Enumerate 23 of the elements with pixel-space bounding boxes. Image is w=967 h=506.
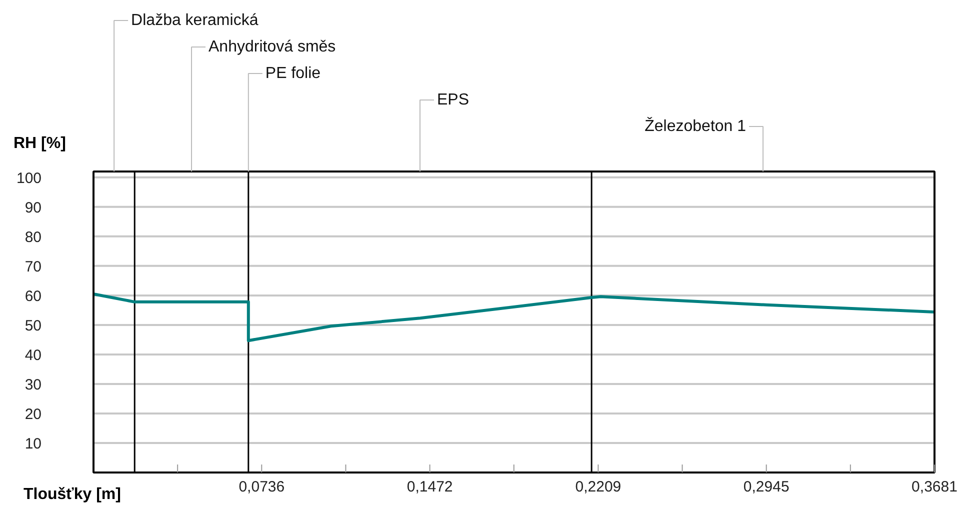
y-axis-title: RH [%] <box>14 135 66 152</box>
x-tick-label: 0,2945 <box>743 478 790 496</box>
x-tick-label: 0,0736 <box>238 478 285 496</box>
text: Anhydritová směs <box>208 38 336 56</box>
x-tick-label: 0,1472 <box>406 478 453 496</box>
x-axis-title: Tloušťky [m] <box>24 486 121 503</box>
y-tick-label: 100 <box>16 170 42 187</box>
text: Železobeton 1 <box>644 117 746 135</box>
text: Dlažba keramická <box>131 12 258 29</box>
line-series <box>92 292 936 342</box>
y-tick-label: 50 <box>24 317 42 334</box>
y-tick-label: 90 <box>24 199 42 216</box>
y-tick-label: 30 <box>24 376 42 394</box>
annotation: PE folie <box>265 65 321 82</box>
y-tick-label: 10 <box>24 435 42 452</box>
y-tick-label: 80 <box>24 228 42 246</box>
y-tick-label: 70 <box>24 258 42 276</box>
y-tick-label: 20 <box>24 406 42 423</box>
x-tick-label: 0,3681 <box>912 478 958 496</box>
y-tick-label: 40 <box>24 346 42 364</box>
y-tick-label: 60 <box>24 288 42 305</box>
x-tick-label: 0,2209 <box>575 478 622 496</box>
text: EPS <box>436 92 469 108</box>
